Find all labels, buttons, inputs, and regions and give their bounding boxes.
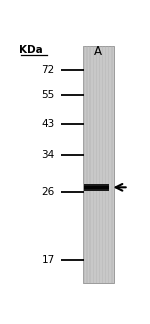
Bar: [89, 46, 91, 284]
Bar: [93, 46, 94, 284]
Text: 26: 26: [42, 187, 55, 197]
Bar: [84, 186, 109, 189]
Text: KDa: KDa: [18, 45, 42, 55]
Bar: [105, 46, 106, 284]
Bar: [108, 46, 110, 284]
Bar: [102, 46, 103, 284]
Text: 34: 34: [42, 150, 55, 160]
Bar: [111, 46, 112, 284]
Bar: [83, 46, 85, 284]
Bar: [99, 46, 100, 284]
Text: 55: 55: [42, 90, 55, 100]
Text: 72: 72: [42, 65, 55, 75]
Bar: [96, 46, 97, 284]
Text: A: A: [94, 45, 102, 58]
Bar: [84, 184, 109, 191]
Text: 43: 43: [42, 119, 55, 129]
Bar: [83, 46, 114, 284]
Text: 17: 17: [42, 255, 55, 265]
Bar: [86, 46, 88, 284]
